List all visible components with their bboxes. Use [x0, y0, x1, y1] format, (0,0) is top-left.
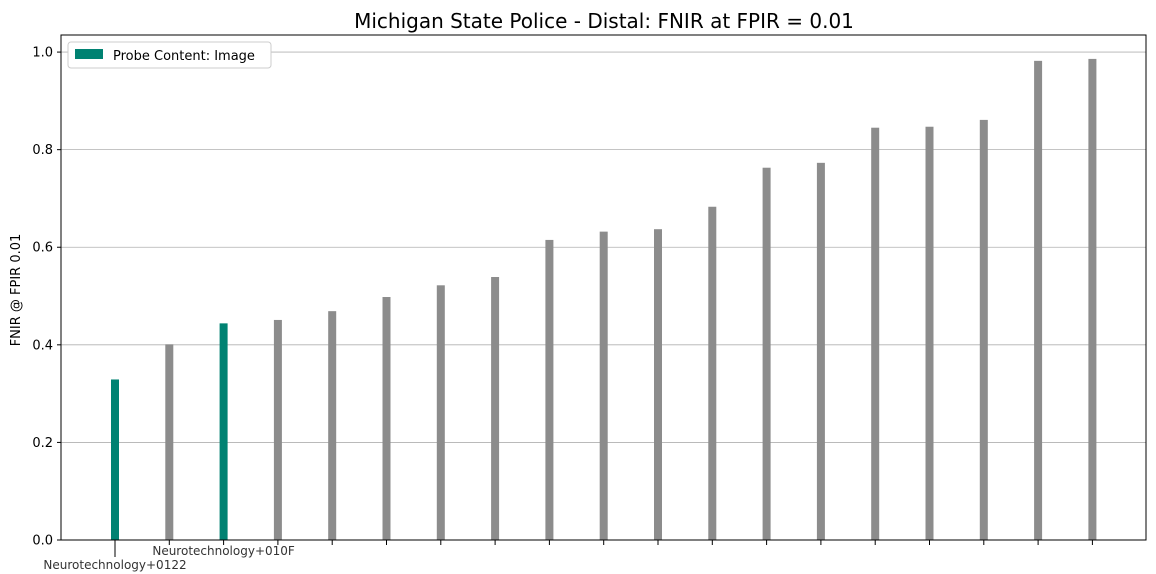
bar: [545, 239, 554, 540]
legend-box: [67, 41, 272, 69]
bar: [111, 379, 119, 540]
bar: [273, 319, 282, 540]
bar: [1034, 60, 1043, 541]
chart-title: Michigan State Police - Distal: FNIR at …: [354, 9, 854, 33]
bar: [654, 229, 662, 540]
bar: [925, 126, 934, 541]
bar: [382, 297, 391, 540]
y-tick-label: 0.2: [32, 436, 53, 451]
bar: [816, 162, 825, 540]
bar: [599, 231, 608, 540]
y-ticks: 0.0 0.2 0.4 0.6 0.8 1.0: [32, 46, 61, 549]
bar: [708, 206, 717, 541]
bar: [979, 119, 988, 540]
legend-swatch: [75, 49, 103, 59]
bar: [491, 277, 500, 540]
legend: Probe Content: Image: [67, 41, 272, 69]
y-tick-label: 0.0: [32, 534, 53, 549]
y-tick-label: 0.6: [32, 241, 53, 256]
bar: [165, 344, 174, 540]
x-tick-label: Neurotechnology+010F: [152, 544, 295, 558]
bar: [328, 311, 337, 540]
bars: [111, 58, 1097, 541]
bar: [871, 127, 880, 540]
bar: [1088, 58, 1097, 541]
bar: [436, 285, 445, 540]
y-tick-label: 1.0: [32, 46, 53, 61]
y-tick-label: 0.4: [32, 338, 53, 353]
bar: [762, 167, 771, 541]
legend-label: Probe Content: Image: [113, 49, 255, 64]
bar: [219, 323, 228, 540]
y-tick-label: 0.8: [32, 143, 53, 158]
x-tick-label: Neurotechnology+0122: [43, 558, 186, 572]
y-axis-label: FNIR @ FPIR 0.01: [9, 234, 24, 347]
